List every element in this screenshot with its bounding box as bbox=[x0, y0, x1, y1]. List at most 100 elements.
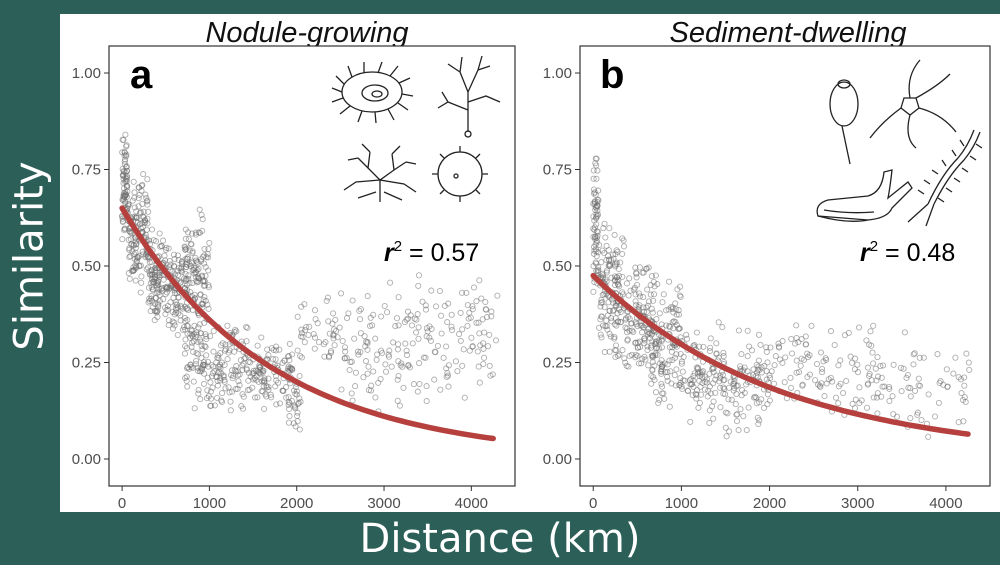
panel-a-point bbox=[399, 363, 406, 370]
panel-b-point bbox=[632, 264, 639, 271]
panel-b-point bbox=[664, 377, 671, 384]
panel-a-point bbox=[145, 299, 152, 306]
panel-b-point bbox=[642, 265, 650, 273]
panel-b-point bbox=[644, 331, 651, 338]
panel-a-r-squared: r2 = 0.57 bbox=[384, 238, 479, 267]
panel-a-x-tick-label: 1000 bbox=[193, 495, 226, 512]
panel-a-point bbox=[255, 378, 262, 385]
panel-b-point bbox=[647, 282, 654, 289]
panel-b-point bbox=[934, 351, 941, 358]
panel-b-point bbox=[756, 399, 763, 406]
panel-a-point bbox=[306, 323, 313, 330]
panel-b-point bbox=[617, 319, 624, 326]
panel-b-r-value: = 0.48 bbox=[878, 239, 955, 267]
panel-a-point bbox=[126, 275, 133, 282]
panel-b-point bbox=[733, 418, 741, 425]
panel-a-point bbox=[262, 391, 269, 398]
panel-b-point bbox=[799, 382, 806, 389]
y-axis-title: Similarity bbox=[0, 0, 60, 512]
panel-b-point bbox=[914, 411, 921, 418]
panel-a-point bbox=[200, 380, 208, 387]
panel-b-point bbox=[613, 247, 620, 254]
panel-a-point bbox=[191, 264, 198, 272]
panel-a-point bbox=[132, 277, 139, 284]
panel-b-point bbox=[910, 361, 917, 368]
panel-a-point bbox=[459, 362, 466, 369]
panel-a-point bbox=[469, 303, 476, 310]
panel-b-point bbox=[649, 309, 656, 316]
panel-b-point bbox=[643, 308, 650, 316]
panel-b-point bbox=[602, 234, 609, 241]
panel-a-point bbox=[222, 341, 229, 348]
panel-b-point bbox=[623, 362, 630, 369]
panel-b-point bbox=[593, 211, 600, 218]
panel-a-point bbox=[201, 245, 208, 253]
panel-b-point bbox=[963, 350, 970, 357]
panel-b-point bbox=[602, 276, 609, 283]
panel-a-y-tick-label: 1.00 bbox=[72, 65, 101, 82]
panel-a-point bbox=[193, 350, 200, 357]
panel-a-point bbox=[219, 390, 226, 397]
panel-b-r-exponent: 2 bbox=[870, 238, 878, 255]
panel-a-point bbox=[288, 397, 296, 405]
panel-a-point bbox=[373, 356, 380, 363]
panel-a-point bbox=[473, 298, 480, 305]
panel-b-point bbox=[598, 313, 605, 320]
panel-a-point bbox=[464, 322, 471, 329]
panel-a-point bbox=[119, 236, 126, 243]
panel-a-point bbox=[203, 352, 210, 359]
panel-a-point bbox=[134, 255, 141, 262]
panel-a-point bbox=[415, 272, 423, 279]
panel-a-point bbox=[388, 363, 395, 370]
panel-a-point bbox=[182, 276, 189, 283]
panel-a-point bbox=[221, 376, 228, 383]
panel-b-point bbox=[952, 354, 959, 361]
panel-b-point bbox=[890, 361, 897, 368]
panel-b-y-tick-label: 0.25 bbox=[543, 354, 572, 371]
panel-a-point bbox=[192, 231, 200, 238]
panel-a-point bbox=[386, 347, 393, 354]
panel-b-point bbox=[706, 407, 713, 414]
panel-b-point bbox=[594, 228, 601, 235]
panel-b-point bbox=[681, 377, 688, 384]
panel-a-point bbox=[121, 161, 128, 168]
panel-a-y-tick-label: 0.00 bbox=[72, 451, 101, 468]
panel-a-point bbox=[201, 260, 208, 267]
panel-b-point bbox=[731, 384, 738, 392]
panel-a-point bbox=[199, 227, 206, 234]
panel-a-point bbox=[395, 372, 402, 380]
panel-a-point bbox=[137, 225, 145, 232]
panel-b-point bbox=[663, 322, 670, 329]
panel-a-point bbox=[330, 310, 337, 317]
panel-a-point bbox=[244, 324, 251, 331]
panel-a-point bbox=[410, 381, 417, 388]
panel-a-point bbox=[454, 368, 461, 375]
panel-a-point bbox=[285, 353, 292, 360]
panel-b-point bbox=[683, 331, 690, 338]
panel-a-point bbox=[382, 368, 390, 375]
panel-b-point bbox=[693, 391, 700, 398]
panel-b-point bbox=[768, 368, 775, 375]
panel-a-point bbox=[365, 387, 373, 394]
panel-b-point bbox=[632, 298, 639, 305]
panel-b-point bbox=[958, 390, 965, 397]
panel-b-point bbox=[603, 267, 611, 274]
panel-b-point bbox=[669, 344, 676, 351]
panel-a-point bbox=[342, 348, 349, 355]
panel-b-point bbox=[701, 386, 708, 393]
panel-a-point bbox=[343, 315, 351, 322]
panel-a-point bbox=[481, 354, 488, 361]
panel-b-point bbox=[605, 247, 612, 254]
panel-b-y-tick-label: 1.00 bbox=[543, 65, 572, 82]
panel-a-point bbox=[133, 214, 140, 221]
panel-a-point bbox=[228, 388, 236, 395]
panel-b-point bbox=[601, 304, 608, 311]
panel-a-point bbox=[275, 379, 282, 386]
panel-b-point bbox=[870, 394, 877, 401]
panel-b-point bbox=[925, 433, 932, 440]
panel-b-point bbox=[753, 394, 760, 401]
panel-b-point bbox=[658, 366, 665, 373]
panel-a-point bbox=[200, 296, 207, 303]
panel-b-point bbox=[744, 368, 751, 375]
panel-a-point bbox=[241, 355, 248, 362]
